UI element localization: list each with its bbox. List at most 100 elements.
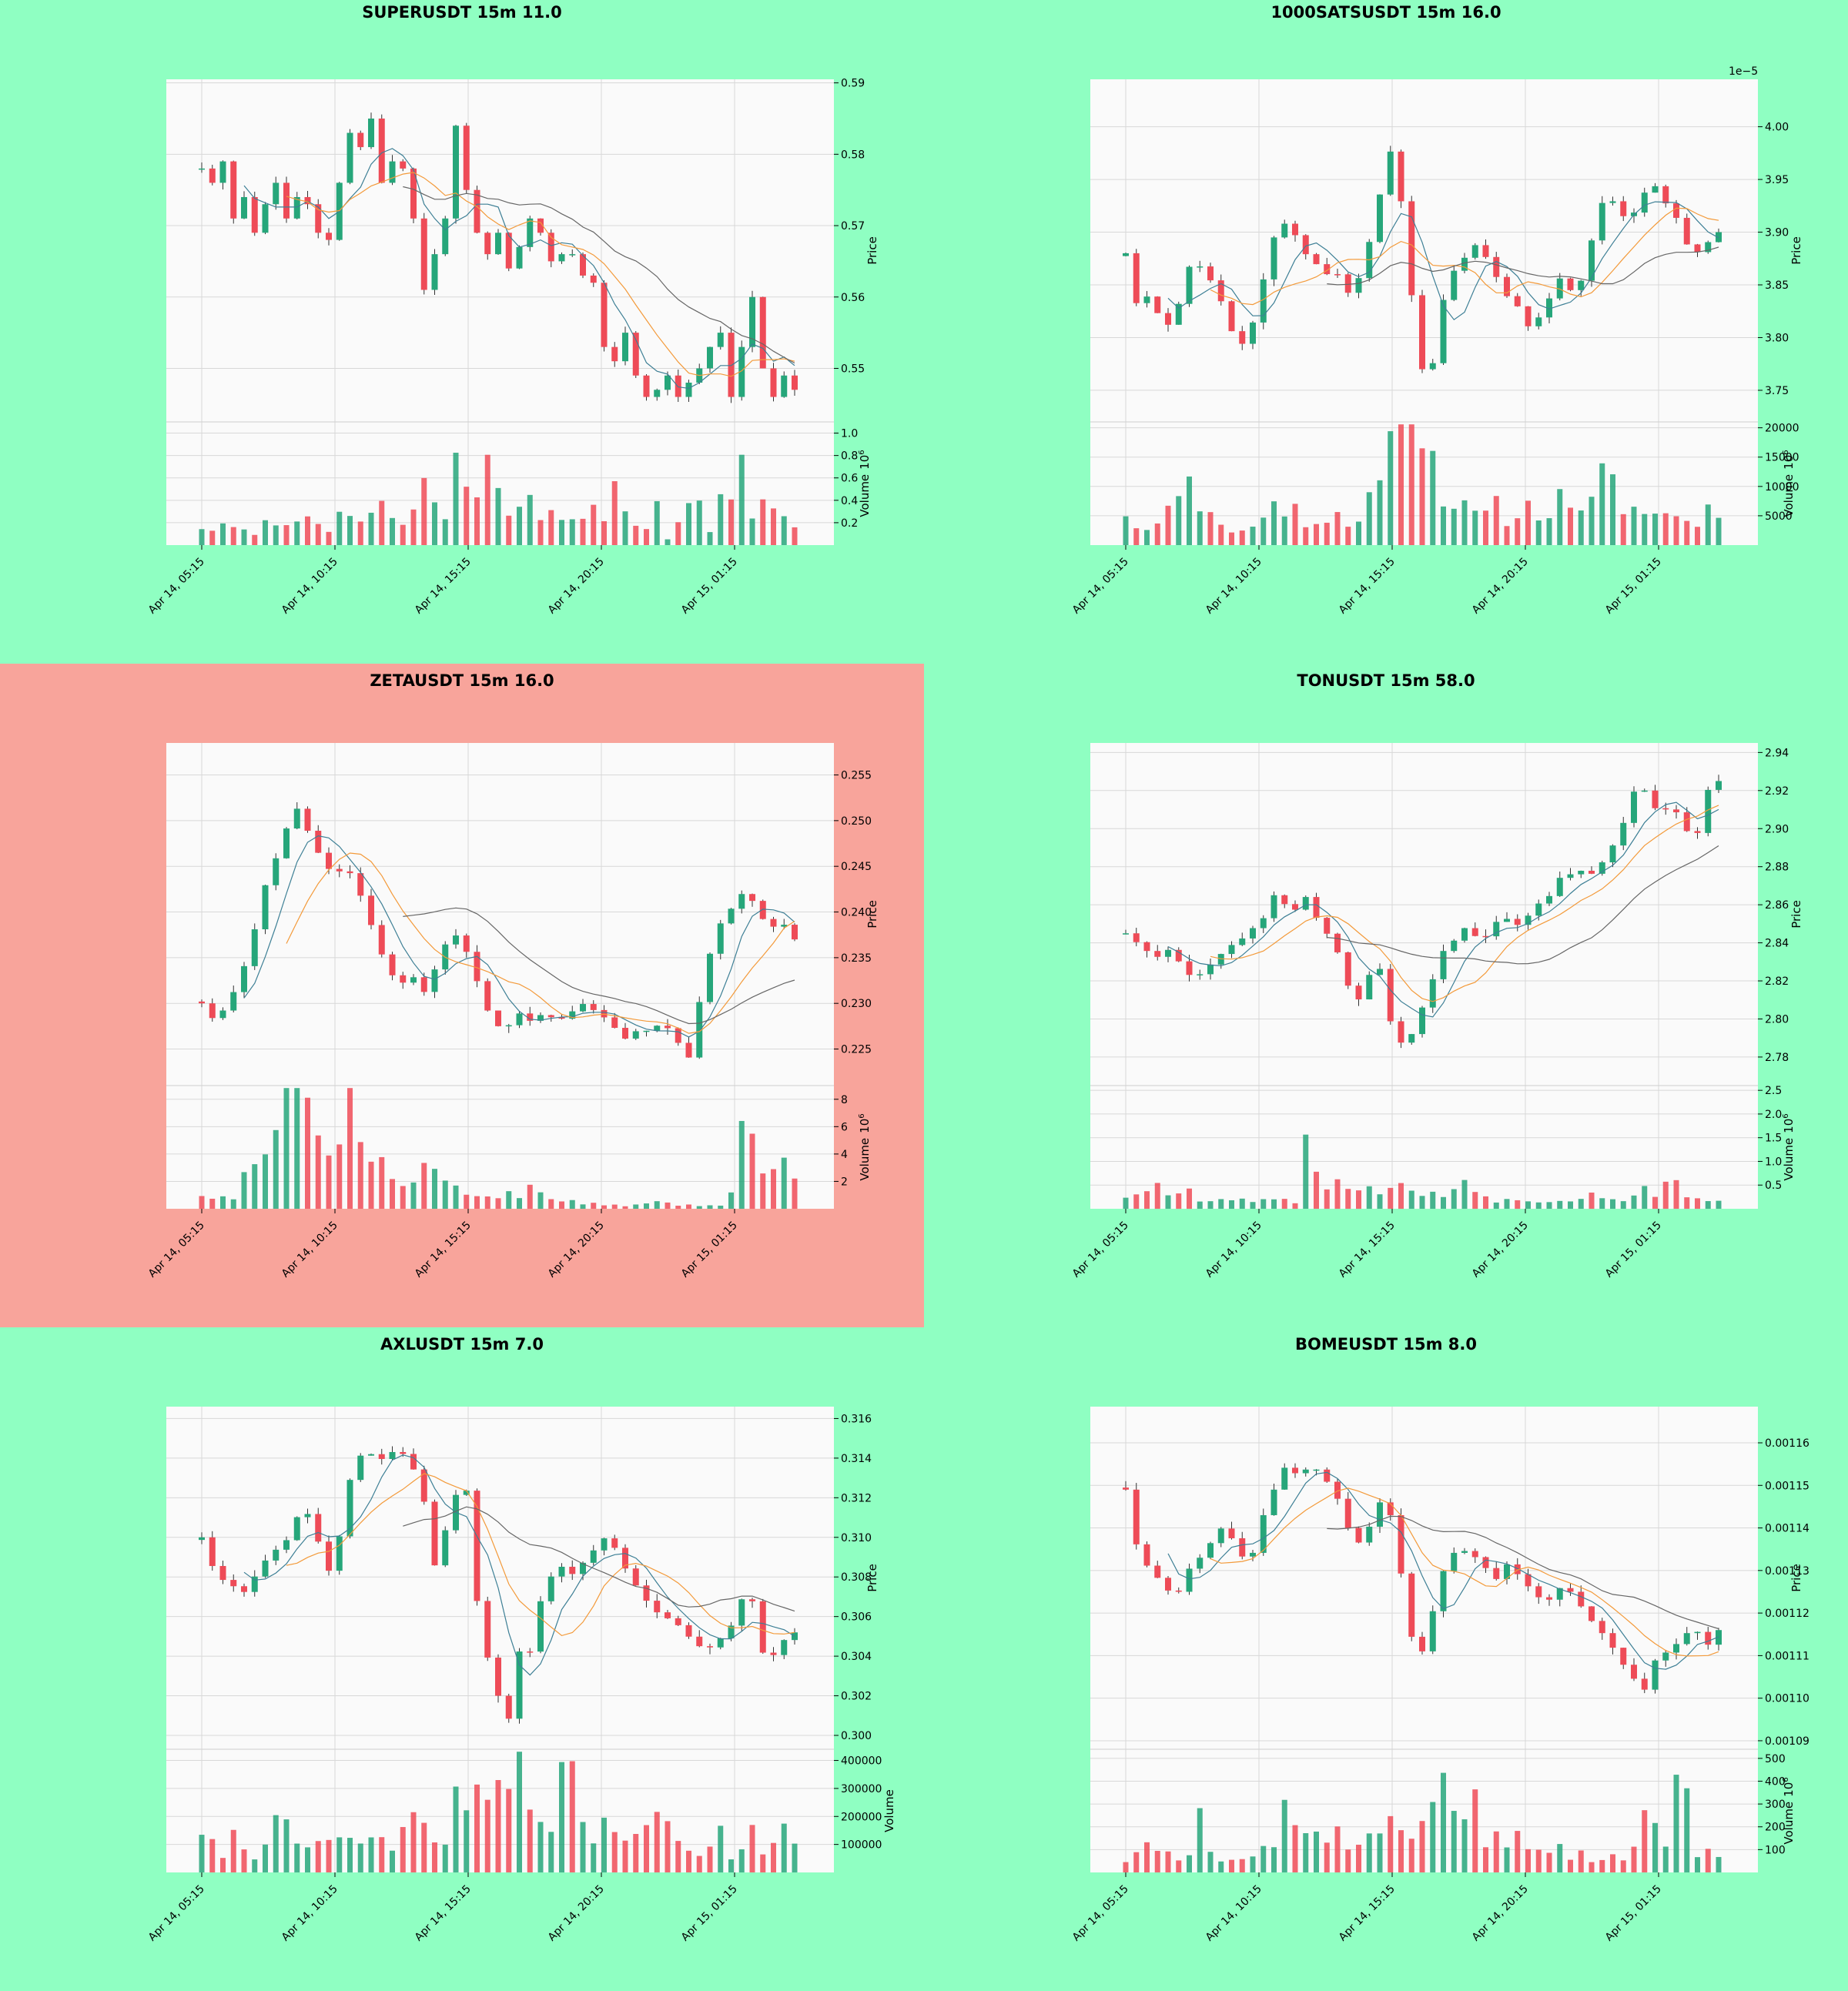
volume-bar xyxy=(1451,1811,1457,1872)
volume-bar xyxy=(1483,510,1488,545)
volume-tick-label: 2.0 xyxy=(1765,1109,1782,1121)
volume-bar xyxy=(517,1198,522,1209)
candle-body xyxy=(1620,822,1627,846)
candle-body xyxy=(1419,1007,1425,1035)
volume-bar xyxy=(1345,527,1351,545)
volume-bar xyxy=(241,1849,247,1872)
candle-body xyxy=(1440,299,1447,363)
volume-bar xyxy=(1144,1191,1150,1209)
candle-body xyxy=(1535,317,1542,326)
candle-body xyxy=(463,125,470,190)
volume-bar xyxy=(665,1202,671,1209)
volume-bar xyxy=(1599,1198,1605,1209)
x-tick-label: Apr 14, 20:15 xyxy=(1470,1220,1531,1280)
x-tick-label: Apr 14, 15:15 xyxy=(413,1220,474,1280)
price-tick-label: 0.59 xyxy=(841,78,865,90)
volume-bar xyxy=(1578,1850,1584,1872)
candle-body xyxy=(632,1031,639,1039)
candle-body xyxy=(707,1646,713,1648)
volume-bar xyxy=(1546,518,1552,545)
volume-bar xyxy=(622,1840,628,1872)
volume-bar xyxy=(749,1133,755,1209)
volume-bar xyxy=(347,1088,353,1209)
candle-body xyxy=(632,333,639,376)
candle-body xyxy=(1652,1660,1659,1690)
volume-bar xyxy=(1408,1839,1414,1872)
volume-bar xyxy=(569,1761,575,1872)
candle-body xyxy=(1556,278,1563,299)
price-tick-label: 0.250 xyxy=(841,815,872,828)
x-tick-label: Apr 14, 20:15 xyxy=(1470,1883,1531,1944)
candle-body xyxy=(1493,922,1500,937)
chart-svg: 2.94 2.92 2.90 2.88 2.86 2.84 2.82 2.80 2.78 Pric… xyxy=(1070,743,1803,1280)
candle-body xyxy=(1217,1528,1224,1544)
volume-bar xyxy=(1303,527,1309,545)
candle-body xyxy=(283,1540,290,1550)
volume-bar xyxy=(1314,1171,1319,1209)
candle-body xyxy=(1641,1678,1648,1690)
candle-body xyxy=(293,196,300,219)
volume-bar xyxy=(644,1203,649,1209)
price-tick-label: 0.300 xyxy=(841,1730,872,1742)
candle-body xyxy=(484,233,491,255)
candle-body xyxy=(1292,223,1298,236)
candle-body xyxy=(431,969,438,992)
volume-bar xyxy=(654,1812,660,1872)
volume-bar xyxy=(1398,424,1404,545)
candle-body xyxy=(601,1009,608,1018)
volume-bar xyxy=(1281,516,1287,545)
volume-bar xyxy=(1673,516,1679,545)
candle-body xyxy=(611,1538,618,1548)
volume-bar xyxy=(1154,1183,1160,1209)
price-tick-label: 2.86 xyxy=(1765,899,1789,912)
candles xyxy=(199,112,798,403)
candle-body xyxy=(622,1548,628,1569)
volume-bar xyxy=(315,1841,321,1872)
candles xyxy=(199,801,798,1059)
candle-body xyxy=(738,894,745,909)
volume-bar xyxy=(633,1834,639,1872)
volume-bar xyxy=(1324,1189,1330,1209)
candle-body xyxy=(1429,363,1436,370)
chart-title: ZETAUSDT 15m 16.0 xyxy=(370,671,554,690)
volume-bar xyxy=(569,1200,575,1209)
candle-body xyxy=(431,254,438,290)
volume-bar xyxy=(305,516,310,545)
candle-body xyxy=(1504,276,1510,296)
candle-body xyxy=(1525,915,1532,925)
candle-body xyxy=(357,1455,364,1481)
candle-body xyxy=(1567,874,1574,878)
plot-panel xyxy=(1090,743,1758,1209)
candle-body xyxy=(1514,919,1521,925)
candle-body xyxy=(346,871,353,874)
volume-bar xyxy=(357,1843,363,1872)
volume-bar xyxy=(696,500,702,545)
volume-bar xyxy=(326,1839,332,1872)
volume-bar xyxy=(421,1163,427,1209)
volume-bar xyxy=(718,494,724,545)
candle-body xyxy=(378,118,385,183)
volume-bar xyxy=(1176,1860,1182,1872)
candle-body xyxy=(1154,1565,1161,1578)
volume-axis-label: Volume106 xyxy=(858,450,872,517)
chart-cell-1: 1000SATSUSDT 15m 16.0 4.00 3.95 3.90 3.85 3.8… xyxy=(924,0,1848,664)
candle-body xyxy=(474,1491,480,1601)
volume-bar xyxy=(760,499,766,545)
candle-body xyxy=(547,1576,554,1601)
volume-bar xyxy=(537,1822,544,1872)
volume-bar xyxy=(1176,1193,1182,1209)
volume-bar xyxy=(347,516,353,545)
candle-body xyxy=(199,1001,205,1004)
chart-title: 1000SATSUSDT 15m 16.0 xyxy=(1270,3,1502,22)
candle-body xyxy=(792,925,798,940)
candle-body xyxy=(1589,240,1595,281)
volume-bar xyxy=(1292,504,1298,545)
price-tick-label: 2.84 xyxy=(1765,938,1789,950)
volume-bar xyxy=(1187,476,1192,545)
price-tick-label: 0.57 xyxy=(841,220,865,233)
candle-body xyxy=(1716,232,1722,243)
candle-body xyxy=(1302,235,1309,255)
candle-body xyxy=(1175,949,1182,962)
candle-body xyxy=(262,885,269,929)
candle-body xyxy=(590,1550,597,1563)
